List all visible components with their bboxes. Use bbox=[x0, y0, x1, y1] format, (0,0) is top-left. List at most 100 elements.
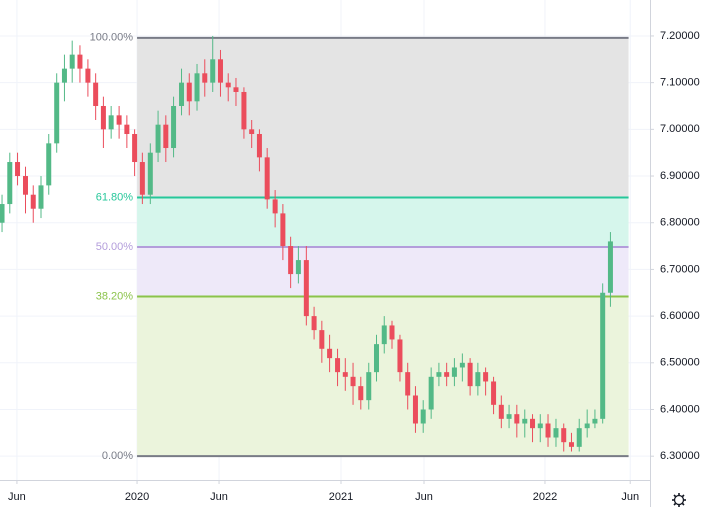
candle-body bbox=[46, 143, 52, 186]
fib-zone bbox=[137, 197, 629, 248]
candle-body bbox=[295, 260, 301, 275]
y-tick-label: 6.90000 bbox=[660, 170, 700, 182]
candle-body bbox=[584, 423, 590, 429]
candle-body bbox=[210, 59, 216, 83]
settings-icon[interactable] bbox=[672, 493, 686, 507]
candle-body bbox=[327, 348, 333, 359]
y-tick-label: 6.80000 bbox=[660, 217, 700, 229]
x-tick-label: Jun bbox=[8, 491, 26, 503]
candle-body bbox=[0, 204, 5, 223]
candle-body bbox=[467, 362, 473, 387]
candle-body bbox=[264, 157, 270, 200]
x-tick-label: 2022 bbox=[533, 491, 557, 503]
x-tick-label: Jun bbox=[621, 491, 639, 503]
fib-label: 50.00% bbox=[96, 241, 134, 253]
candle-body bbox=[303, 260, 309, 317]
candle-body bbox=[342, 372, 348, 377]
candle-body bbox=[7, 162, 13, 205]
candle-body bbox=[444, 372, 450, 377]
candle-body bbox=[436, 372, 442, 377]
candle-body bbox=[350, 376, 356, 387]
candle-body bbox=[459, 362, 465, 368]
candles bbox=[0, 35, 613, 452]
candle-body bbox=[15, 162, 21, 177]
x-tick-label: Jun bbox=[415, 491, 433, 503]
candle-body bbox=[163, 124, 169, 149]
candle-body bbox=[405, 372, 411, 396]
candle-body bbox=[514, 414, 520, 424]
candle-body bbox=[288, 246, 294, 275]
candle-body bbox=[139, 162, 145, 195]
candle-body bbox=[124, 124, 130, 135]
x-tick-label: Jun bbox=[210, 491, 228, 503]
x-tick-label: 2020 bbox=[125, 491, 149, 503]
candle-body bbox=[483, 372, 489, 382]
candle-body bbox=[373, 344, 379, 373]
x-tick-label: 2021 bbox=[329, 491, 353, 503]
candle-body bbox=[155, 124, 161, 153]
y-tick-label: 6.40000 bbox=[660, 403, 700, 415]
candle-body bbox=[389, 325, 395, 340]
candle-body bbox=[69, 54, 75, 69]
candle-body bbox=[38, 185, 44, 209]
candle-body bbox=[568, 442, 574, 447]
candle-body bbox=[592, 418, 598, 424]
candle-body bbox=[132, 134, 138, 163]
candle-body bbox=[600, 292, 606, 419]
fib-label: 61.80% bbox=[96, 191, 134, 203]
candle-body bbox=[358, 386, 364, 401]
candle-body bbox=[491, 381, 497, 405]
candle-body bbox=[54, 82, 60, 144]
candle-body bbox=[366, 372, 372, 401]
candle-body bbox=[171, 105, 177, 149]
candle-body bbox=[202, 73, 208, 83]
candle-body bbox=[537, 423, 543, 429]
candle-body bbox=[233, 87, 239, 92]
candle-body bbox=[61, 68, 67, 83]
candle-body bbox=[225, 82, 231, 88]
candle-body bbox=[381, 325, 387, 345]
candle-body bbox=[77, 54, 83, 69]
candle-body bbox=[451, 367, 457, 377]
candle-body bbox=[186, 82, 192, 102]
candle-body bbox=[116, 115, 122, 125]
candle-body bbox=[249, 129, 255, 135]
candle-body bbox=[217, 59, 223, 83]
candle-body bbox=[147, 152, 153, 195]
candle-body bbox=[397, 339, 403, 373]
candle-body bbox=[256, 134, 262, 158]
candle-body bbox=[194, 73, 200, 102]
candle-body bbox=[576, 428, 582, 447]
candle-body bbox=[412, 395, 418, 424]
candle-body bbox=[272, 199, 278, 214]
fib-label: 0.00% bbox=[102, 450, 133, 462]
y-tick-label: 6.50000 bbox=[660, 357, 700, 369]
candle-body bbox=[420, 409, 426, 424]
fib-zone bbox=[137, 247, 629, 297]
candle-body bbox=[522, 418, 528, 424]
y-tick-label: 6.60000 bbox=[660, 310, 700, 322]
candle-body bbox=[506, 414, 512, 419]
candle-body bbox=[311, 316, 317, 331]
candle-body bbox=[241, 91, 247, 130]
candle-body bbox=[280, 213, 286, 247]
candle-body bbox=[85, 68, 91, 83]
y-tick-label: 7.20000 bbox=[660, 30, 700, 42]
candle-body bbox=[428, 376, 434, 410]
fib-label: 100.00% bbox=[90, 32, 134, 44]
candle-body bbox=[607, 241, 613, 293]
candle-body bbox=[553, 428, 559, 438]
candle-body bbox=[498, 404, 504, 419]
candle-body bbox=[561, 428, 567, 443]
candle-body bbox=[100, 105, 106, 130]
y-tick-label: 7.00000 bbox=[660, 123, 700, 135]
y-tick-label: 6.30000 bbox=[660, 450, 700, 462]
candle-body bbox=[22, 176, 28, 195]
candle-body bbox=[30, 194, 36, 209]
y-tick-label: 7.10000 bbox=[660, 77, 700, 89]
candle-body bbox=[93, 82, 99, 106]
y-tick-label: 6.70000 bbox=[660, 263, 700, 275]
candle-body bbox=[335, 358, 341, 373]
candle-body bbox=[475, 372, 481, 387]
